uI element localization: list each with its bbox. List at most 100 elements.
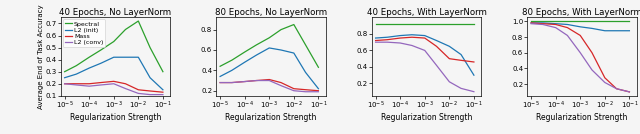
Spectral (216, 66, 224, 67)
Title: 80 Epochs, With LayerNorm: 80 Epochs, With LayerNorm (522, 8, 640, 17)
L2 (init) (552, 23, 559, 25)
Legend: Spectral, L2 (init), Mass, L2 (conv): Spectral, L2 (init), Mass, L2 (conv) (63, 19, 105, 47)
Spectral (433, 23, 440, 25)
X-axis label: Regularization Strength: Regularization Strength (225, 113, 317, 122)
Spectral (421, 23, 429, 25)
Mass (408, 36, 416, 38)
L2 (conv) (277, 85, 285, 86)
L2 (init) (216, 76, 224, 77)
L2 (conv) (122, 88, 129, 89)
Mass (539, 23, 547, 25)
Mass (315, 90, 323, 92)
Spectral (457, 23, 465, 25)
L2 (conv) (539, 24, 547, 25)
L2 (conv) (253, 80, 260, 81)
Mass (146, 90, 154, 92)
L2 (init) (290, 52, 298, 54)
L2 (conv) (146, 94, 154, 95)
Spectral (612, 21, 620, 22)
Spectral (110, 41, 118, 42)
Spectral (315, 66, 323, 68)
Line: L2 (init): L2 (init) (220, 48, 319, 89)
Spectral (266, 37, 273, 39)
L2 (conv) (421, 50, 429, 51)
Mass (301, 89, 309, 90)
L2 (init) (527, 22, 535, 24)
L2 (init) (601, 30, 609, 31)
L2 (init) (372, 37, 380, 39)
Mass (277, 82, 285, 83)
L2 (init) (421, 35, 429, 36)
Line: Mass: Mass (531, 23, 629, 92)
Spectral (601, 21, 609, 22)
L2 (init) (396, 35, 404, 36)
Mass (396, 37, 404, 39)
Spectral (61, 71, 68, 72)
Mass (253, 80, 260, 81)
L2 (init) (228, 70, 236, 71)
Spectral (277, 29, 285, 30)
L2 (conv) (241, 81, 248, 82)
L2 (init) (470, 74, 477, 76)
Line: Spectral: Spectral (65, 21, 163, 72)
Mass (72, 83, 80, 85)
Mass (470, 61, 477, 63)
Mass (445, 58, 453, 59)
L2 (conv) (408, 45, 416, 46)
L2 (conv) (159, 94, 167, 95)
Line: Mass: Mass (65, 81, 163, 92)
L2 (conv) (433, 64, 440, 66)
Mass (577, 35, 584, 36)
Spectral (253, 44, 260, 46)
Mass (625, 91, 633, 93)
Line: L2 (conv): L2 (conv) (65, 84, 163, 95)
Line: L2 (conv): L2 (conv) (220, 81, 319, 92)
Mass (134, 89, 142, 91)
L2 (init) (588, 28, 596, 29)
Title: 40 Epochs, With LayerNorm: 40 Epochs, With LayerNorm (367, 8, 486, 17)
L2 (conv) (445, 81, 453, 83)
L2 (conv) (577, 52, 584, 53)
L2 (conv) (97, 84, 105, 86)
L2 (init) (97, 62, 105, 64)
Mass (290, 88, 298, 90)
L2 (init) (625, 30, 633, 31)
Y-axis label: Average End of Task Accuracy: Average End of Task Accuracy (38, 4, 44, 109)
L2 (init) (277, 49, 285, 51)
Mass (457, 59, 465, 61)
L2 (init) (383, 36, 391, 38)
Mass (122, 83, 129, 85)
L2 (init) (72, 73, 80, 75)
Mass (421, 37, 429, 39)
L2 (conv) (301, 91, 309, 93)
Title: 40 Epochs, No LayerNorm: 40 Epochs, No LayerNorm (60, 8, 172, 17)
L2 (init) (146, 77, 154, 79)
L2 (init) (159, 89, 167, 91)
Mass (97, 82, 105, 83)
Mass (372, 40, 380, 41)
Spectral (159, 71, 167, 72)
Line: Mass: Mass (220, 79, 319, 91)
Title: 80 Epochs, No LayerNorm: 80 Epochs, No LayerNorm (215, 8, 327, 17)
Spectral (470, 23, 477, 25)
L2 (conv) (315, 91, 323, 93)
L2 (conv) (216, 82, 224, 83)
L2 (conv) (588, 69, 596, 71)
L2 (conv) (383, 41, 391, 43)
L2 (conv) (470, 91, 477, 92)
L2 (conv) (61, 83, 68, 85)
Mass (527, 22, 535, 24)
Mass (383, 39, 391, 40)
L2 (init) (612, 30, 620, 31)
L2 (init) (266, 47, 273, 49)
L2 (init) (134, 56, 142, 58)
X-axis label: Regularization Strength: Regularization Strength (70, 113, 161, 122)
Spectral (290, 24, 298, 25)
Line: Spectral: Spectral (220, 25, 319, 67)
Mass (588, 52, 596, 53)
Spectral (85, 56, 93, 58)
Mass (564, 27, 572, 28)
Line: L2 (init): L2 (init) (376, 35, 474, 75)
L2 (init) (445, 46, 453, 47)
L2 (conv) (85, 85, 93, 87)
